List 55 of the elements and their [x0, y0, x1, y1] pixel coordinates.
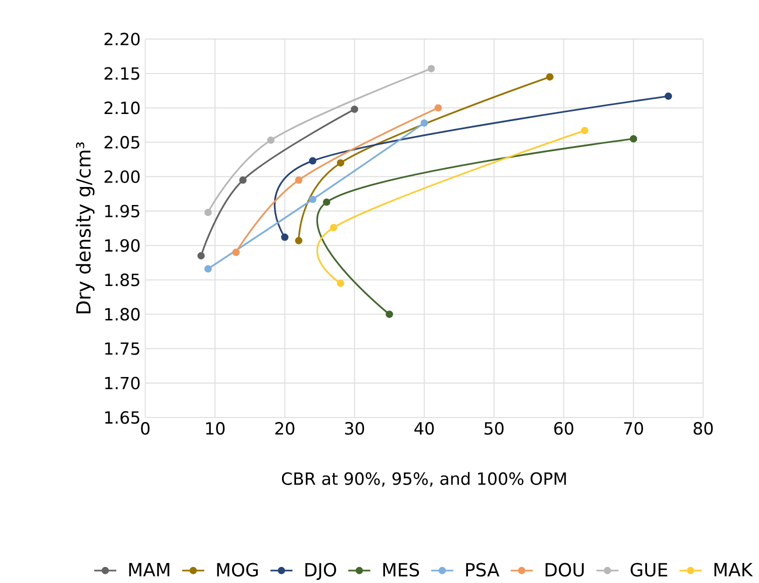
point — [295, 176, 302, 184]
point — [239, 176, 247, 184]
point — [428, 64, 435, 72]
point — [308, 156, 316, 164]
point — [295, 236, 302, 244]
point — [336, 159, 344, 166]
point — [204, 208, 212, 216]
legend-label: MES — [383, 562, 420, 576]
y-tick-label: 1.65 — [105, 410, 140, 424]
x-tick-label: 70 — [624, 422, 644, 435]
y-axis-title: Dry density g/cm³ — [76, 142, 94, 314]
x-tick-label: 0 — [141, 422, 150, 435]
legend-label: MAM — [129, 562, 170, 576]
point — [308, 195, 316, 203]
point — [232, 248, 240, 256]
x-tick-label: 80 — [694, 422, 713, 435]
point — [330, 224, 338, 232]
point — [434, 104, 442, 112]
point — [204, 264, 212, 272]
legend-label: MAK — [714, 562, 753, 576]
x-tick-label: 40 — [414, 422, 434, 435]
y-tick-label: 1.80 — [105, 308, 140, 320]
x-axis-title: CBR at 90%, 95%, and 100% OPM — [282, 472, 566, 487]
y-tick-label: 1.95 — [105, 204, 140, 218]
legend-label: MOG — [217, 562, 258, 576]
y-tick-label: 1.70 — [105, 376, 140, 390]
point — [664, 92, 672, 100]
legend-label: GUE — [630, 562, 668, 576]
point — [386, 310, 394, 318]
legend-label: PSA — [466, 562, 500, 576]
y-tick-label: 2.05 — [104, 136, 140, 148]
x-tick-label: 60 — [554, 422, 574, 435]
y-tick-label: 1.90 — [105, 238, 140, 252]
point — [281, 233, 288, 241]
x-tick-label: 20 — [275, 422, 294, 435]
point — [267, 136, 275, 144]
x-tick-label: 10 — [206, 422, 225, 435]
point — [580, 126, 588, 134]
x-tick-label: 30 — [345, 422, 364, 435]
y-tick-label: 2.10 — [104, 101, 140, 114]
point — [197, 252, 205, 260]
point — [630, 134, 638, 142]
point — [336, 279, 344, 287]
y-tick-label: 2.20 — [104, 32, 140, 46]
y-tick-label: 1.85 — [105, 273, 140, 286]
point — [546, 73, 554, 80]
legend-label: DJO — [305, 562, 336, 580]
y-tick-label: 2.15 — [104, 66, 140, 80]
legend-label: DOU — [546, 562, 584, 576]
point — [350, 105, 358, 113]
point — [420, 119, 428, 126]
x-tick-label: 50 — [484, 422, 504, 435]
y-tick-label: 1.75 — [105, 342, 140, 355]
y-tick-label: 2.00 — [104, 170, 140, 183]
point — [322, 198, 330, 206]
